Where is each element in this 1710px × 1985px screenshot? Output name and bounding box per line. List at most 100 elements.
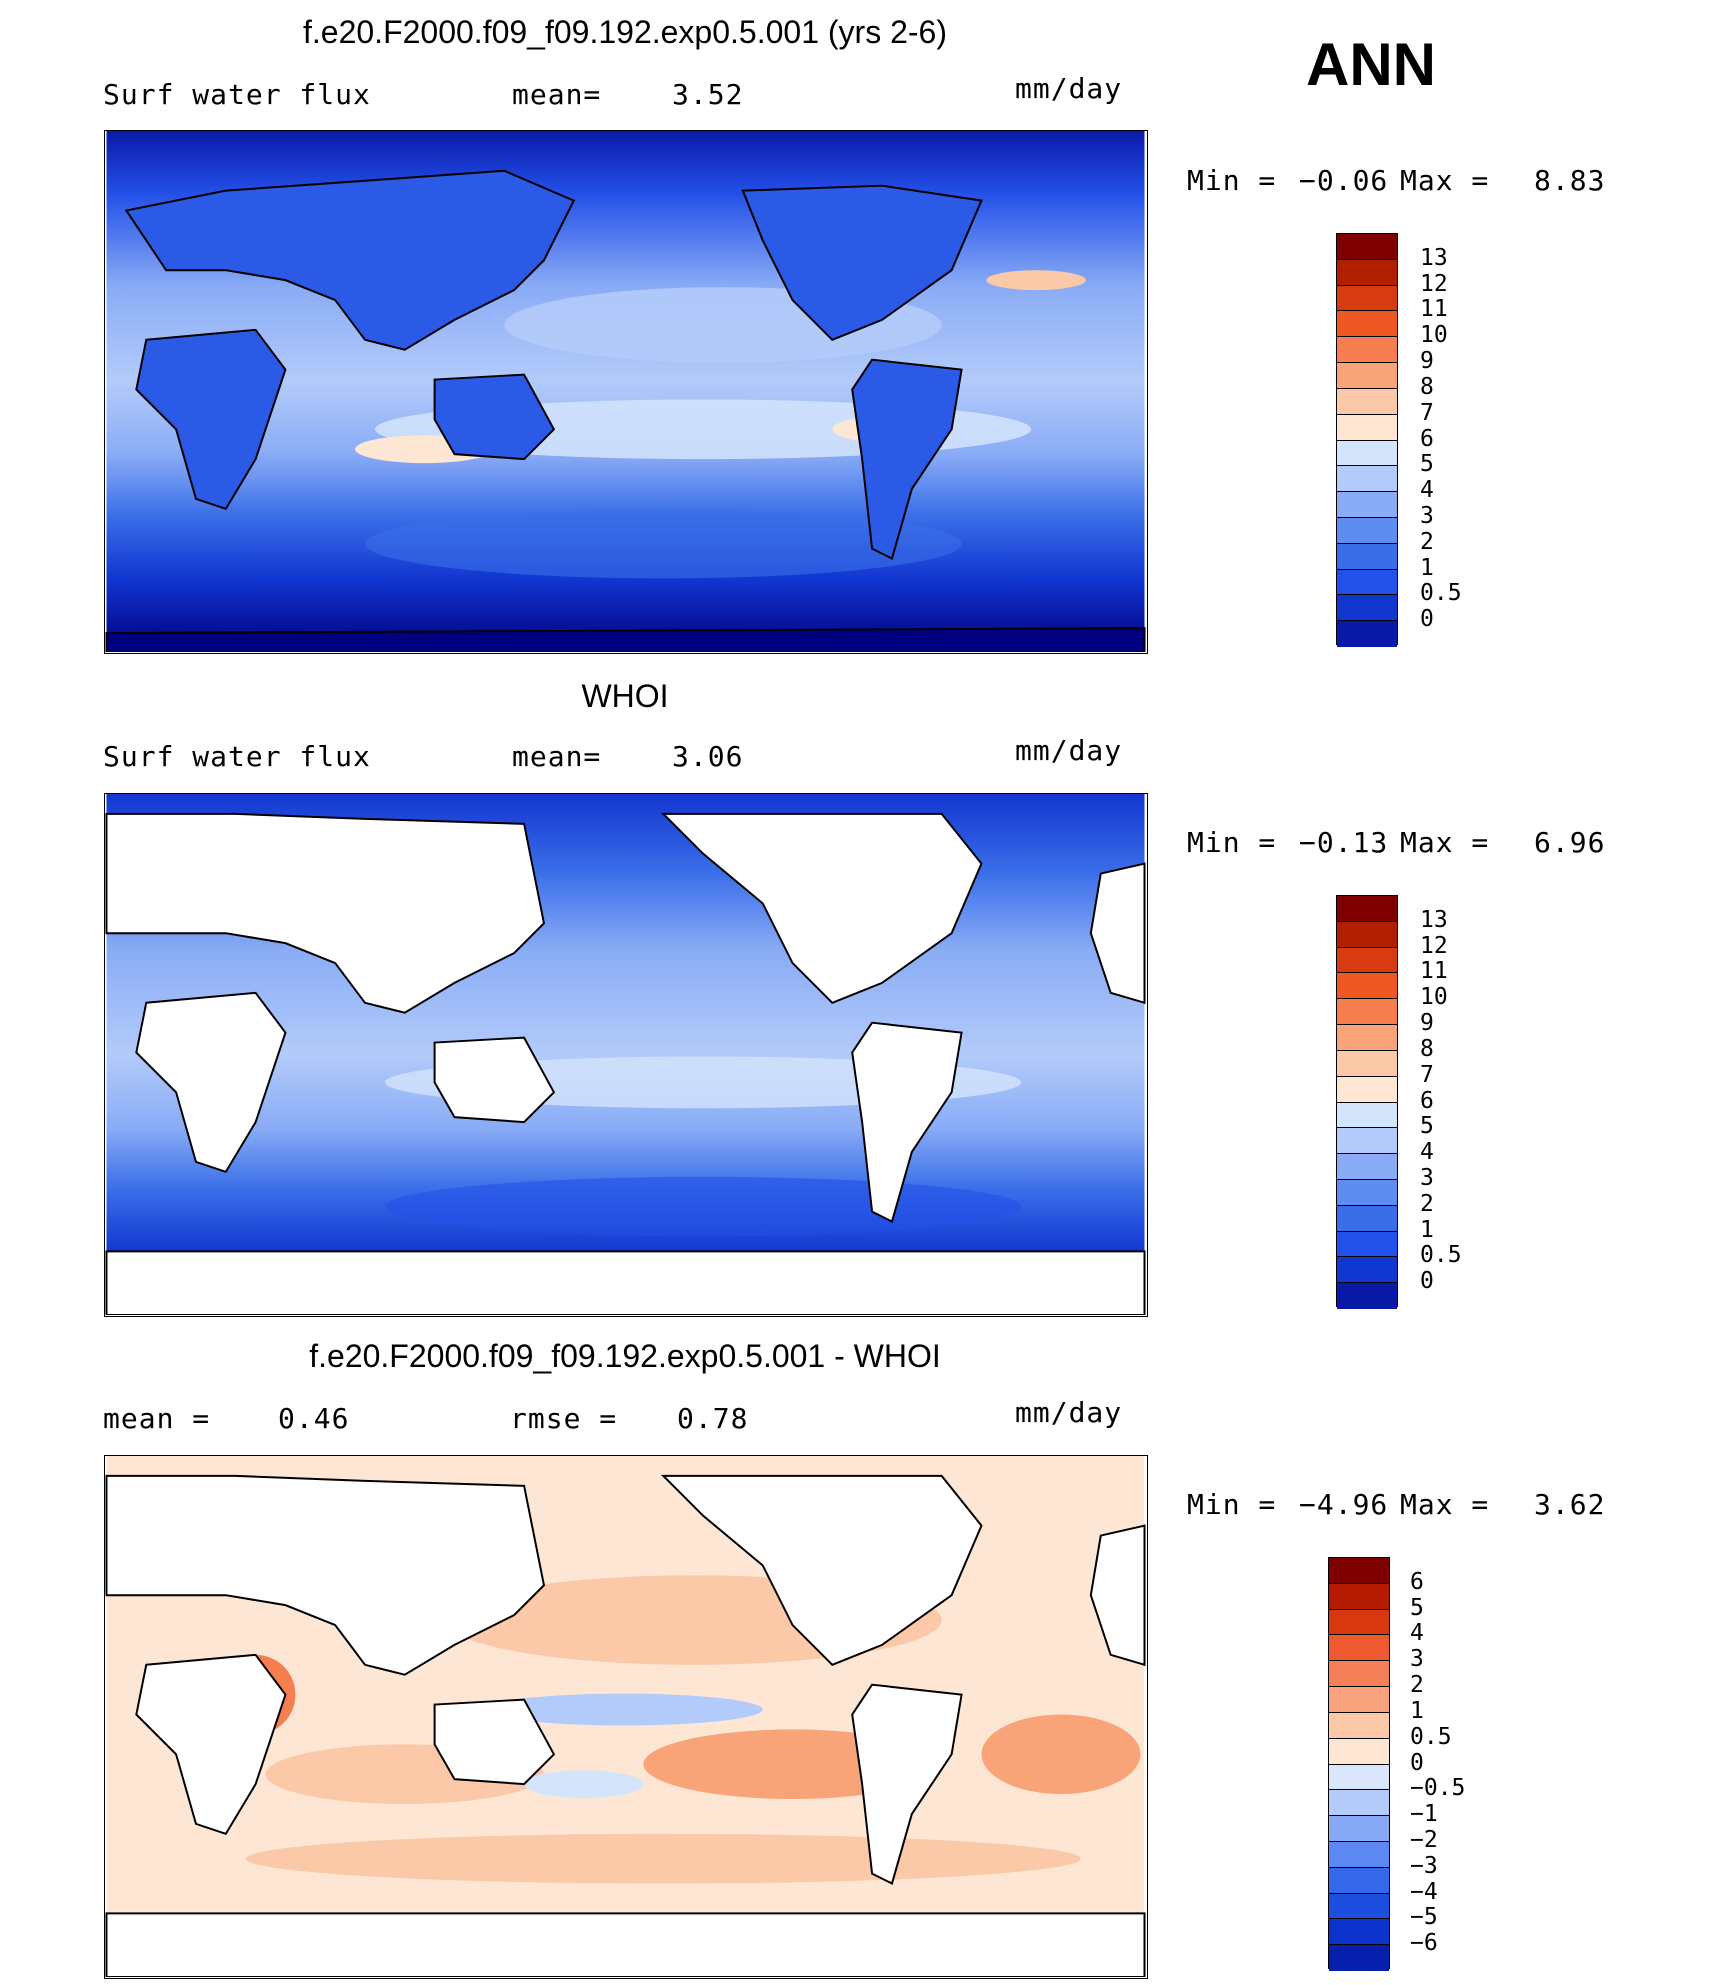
- panel-diff-mean-label: mean =: [103, 1402, 211, 1435]
- colorbar-swatch: [1337, 234, 1397, 260]
- colorbar-tick-label: 3: [1420, 502, 1434, 529]
- colorbar-tick-label: 5: [1420, 1113, 1434, 1140]
- colorbar-tick-label: −2: [1410, 1826, 1438, 1853]
- colorbar-tick-label: 11: [1420, 296, 1448, 323]
- colorbar-tick-label: −4: [1410, 1878, 1438, 1905]
- colorbar-swatch: [1337, 1154, 1397, 1180]
- diff-continents: [105, 1474, 1146, 1977]
- panel-model-max-value: 8.83: [1534, 164, 1606, 197]
- colorbar-swatch: [1329, 1816, 1389, 1842]
- panel-model-colorbar: [1336, 233, 1398, 647]
- colorbar-swatch: [1337, 1257, 1397, 1284]
- colorbar-swatch: [1337, 388, 1397, 415]
- model-gulfstream-patch: [986, 270, 1086, 291]
- colorbar-swatch: [1329, 1661, 1389, 1688]
- eurasia-outline: [124, 169, 576, 351]
- north-america-outline: [660, 812, 983, 1004]
- colorbar-swatch: [1329, 1635, 1389, 1662]
- panel-diff-min-label: Min =: [1187, 1488, 1277, 1521]
- panel-model-mean-value: 3.52: [672, 78, 744, 111]
- colorbar-tick-label: 11: [1420, 958, 1448, 985]
- colorbar-tick-label: 7: [1420, 1061, 1434, 1088]
- colorbar-swatch: [1337, 414, 1397, 441]
- colorbar-tick-label: 10: [1420, 984, 1448, 1011]
- colorbar-tick-label: 4: [1410, 1620, 1424, 1647]
- europe-west-outline: [1089, 862, 1146, 1005]
- panel-obs-map-svg: [105, 794, 1146, 1315]
- colorbar-swatch: [1337, 466, 1397, 493]
- obs-so-band: [384, 1176, 1022, 1237]
- colorbar-swatch: [1329, 1738, 1389, 1765]
- panel-diff-min-value: −4.96: [1299, 1488, 1389, 1521]
- panel-obs-title: WHOI: [581, 678, 669, 714]
- africa-outline: [135, 328, 287, 511]
- colorbar-tick-label: −3: [1410, 1852, 1438, 1879]
- eurasia-outline: [105, 1474, 546, 1676]
- panel-model-map-svg: [105, 131, 1146, 652]
- colorbar-tick-label: 0: [1410, 1749, 1424, 1776]
- africa-outline: [135, 1653, 287, 1836]
- colorbar-tick-label: 1: [1410, 1697, 1424, 1724]
- australia-outline: [433, 373, 556, 461]
- panel-obs-colorbar: [1336, 895, 1398, 1309]
- colorbar-swatch: [1337, 311, 1397, 338]
- colorbar-tick-label: 1: [1420, 554, 1434, 581]
- season-label: ANN: [1306, 31, 1436, 98]
- panel-model-map: [104, 130, 1148, 654]
- panel-model-min-value: −0.06: [1299, 164, 1389, 197]
- colorbar-tick-label: 1: [1420, 1216, 1434, 1243]
- colorbar-tick-label: 12: [1420, 932, 1448, 959]
- colorbar-swatch: [1337, 1128, 1397, 1155]
- colorbar-swatch: [1337, 1231, 1397, 1258]
- colorbar-swatch: [1337, 973, 1397, 1000]
- colorbar-swatch: [1337, 1050, 1397, 1077]
- diff-wpac-negative: [484, 1693, 763, 1726]
- panel-diff-max-label: Max =: [1400, 1488, 1490, 1521]
- model-so-band: [365, 508, 962, 579]
- panel-obs-min-value: −0.13: [1299, 826, 1389, 859]
- panel-diff-map-svg: [105, 1456, 1146, 1977]
- panel-obs-max-label: Max =: [1400, 826, 1490, 859]
- colorbar-tick-label: 6: [1410, 1568, 1424, 1595]
- antarctica-outline: [105, 1912, 1146, 1977]
- panel-obs-min-label: Min =: [1187, 826, 1277, 859]
- colorbar-tick-label: 0: [1420, 1268, 1434, 1295]
- colorbar-swatch: [1337, 517, 1397, 544]
- panel-diff-units: mm/day: [1015, 1396, 1123, 1429]
- south-america-outline: [851, 358, 963, 560]
- panel-obs-units: mm/day: [1015, 734, 1123, 767]
- colorbar-swatch: [1329, 1790, 1389, 1817]
- colorbar-swatch: [1329, 1687, 1389, 1713]
- diff-spac-negative: [524, 1770, 644, 1799]
- colorbar-swatch: [1337, 1205, 1397, 1232]
- colorbar-tick-label: 12: [1420, 270, 1448, 297]
- antarctica-outline: [105, 627, 1146, 652]
- colorbar-tick-label: −1: [1410, 1801, 1438, 1828]
- colorbar-tick-label: 0.5: [1420, 580, 1462, 607]
- north-america-outline: [741, 184, 983, 341]
- colorbar-tick-label: 0.5: [1420, 1242, 1462, 1269]
- eurasia-outline: [105, 812, 546, 1014]
- colorbar-tick-label: 3: [1420, 1164, 1434, 1191]
- colorbar-tick-label: 4: [1420, 477, 1434, 504]
- colorbar-tick-label: 13: [1420, 244, 1448, 271]
- panel-obs-map: [104, 793, 1148, 1317]
- diff-satl-patch: [981, 1714, 1141, 1795]
- colorbar-swatch: [1329, 1945, 1389, 1971]
- colorbar-tick-label: 10: [1420, 322, 1448, 349]
- panel-model-title: f.e20.F2000.f09_f09.192.exp0.5.001 (yrs …: [303, 14, 947, 50]
- north-america-outline: [660, 1474, 983, 1666]
- colorbar-swatch: [1337, 363, 1397, 389]
- europe-west-outline: [1089, 1524, 1146, 1667]
- colorbar-tick-label: 6: [1420, 425, 1434, 452]
- panel-obs-mean-value: 3.06: [672, 740, 744, 773]
- colorbar-swatch: [1337, 492, 1397, 518]
- colorbar-swatch: [1337, 1283, 1397, 1309]
- panel-model-variable-label: Surf water flux: [103, 78, 371, 111]
- colorbar-swatch: [1337, 999, 1397, 1026]
- colorbar-tick-label: 5: [1420, 451, 1434, 478]
- colorbar-tick-label: 4: [1420, 1139, 1434, 1166]
- colorbar-swatch: [1329, 1893, 1389, 1920]
- panel-diff-map: [104, 1455, 1148, 1979]
- panel-obs-mean-label: mean=: [512, 740, 602, 773]
